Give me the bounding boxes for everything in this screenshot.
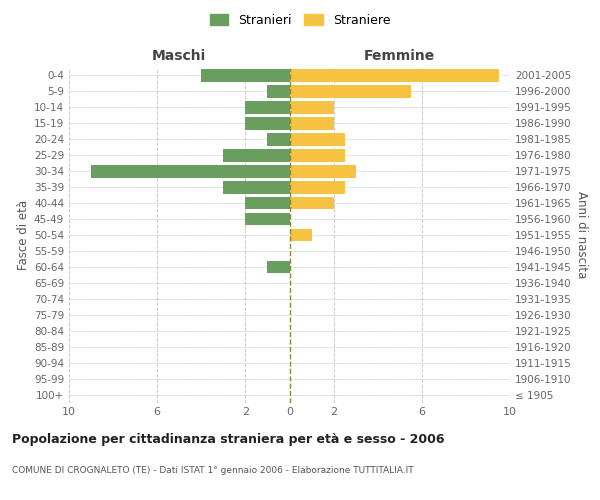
Bar — [290, 165, 356, 177]
Bar — [245, 196, 290, 209]
Bar — [290, 228, 311, 241]
Bar — [290, 181, 344, 194]
Bar — [223, 181, 290, 194]
Bar — [290, 117, 334, 130]
Y-axis label: Anni di nascita: Anni di nascita — [575, 192, 588, 278]
Bar — [268, 85, 290, 98]
Bar — [268, 133, 290, 145]
Bar — [245, 101, 290, 114]
Text: Popolazione per cittadinanza straniera per età e sesso - 2006: Popolazione per cittadinanza straniera p… — [12, 432, 445, 446]
Bar — [290, 101, 334, 114]
Bar — [290, 133, 344, 145]
Text: COMUNE DI CROGNALETO (TE) - Dati ISTAT 1° gennaio 2006 - Elaborazione TUTTITALIA: COMUNE DI CROGNALETO (TE) - Dati ISTAT 1… — [12, 466, 413, 475]
Bar — [245, 212, 290, 226]
Bar — [202, 69, 290, 82]
Bar — [290, 196, 334, 209]
Y-axis label: Fasce di età: Fasce di età — [17, 200, 30, 270]
Bar — [268, 260, 290, 274]
Legend: Stranieri, Straniere: Stranieri, Straniere — [205, 8, 395, 32]
Bar — [245, 117, 290, 130]
Bar — [223, 149, 290, 162]
Bar — [290, 85, 411, 98]
Bar — [290, 69, 499, 82]
Bar — [91, 165, 290, 177]
Bar — [290, 149, 344, 162]
